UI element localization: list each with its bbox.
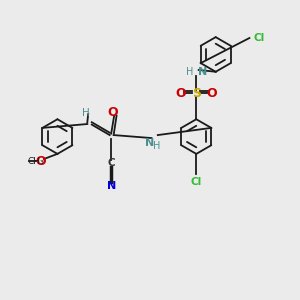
Text: N: N — [145, 138, 154, 148]
Text: N: N — [198, 68, 207, 77]
Text: Cl: Cl — [253, 33, 264, 43]
Text: O: O — [107, 106, 118, 119]
Text: O: O — [176, 87, 186, 100]
Text: S: S — [192, 87, 201, 100]
Text: H: H — [82, 108, 90, 118]
Text: H: H — [186, 68, 193, 77]
Text: O: O — [206, 87, 217, 100]
Text: H: H — [153, 141, 160, 151]
Text: Cl: Cl — [191, 177, 202, 187]
Text: C: C — [107, 158, 115, 168]
Text: O: O — [36, 155, 46, 168]
Text: N: N — [106, 181, 116, 191]
Text: CH₃: CH₃ — [28, 157, 44, 166]
